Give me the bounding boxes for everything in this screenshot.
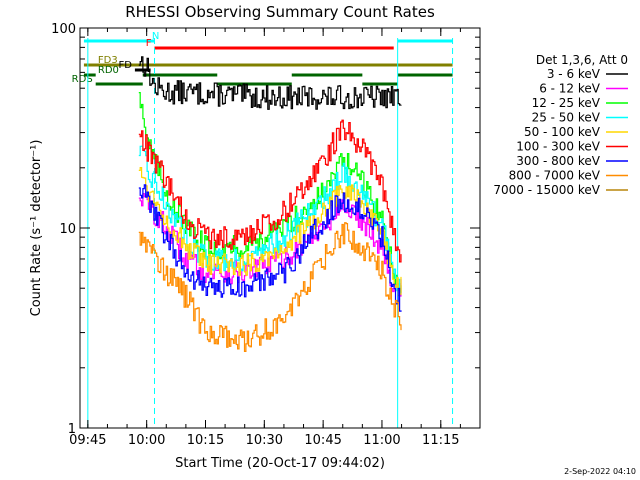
series-line-7 xyxy=(138,222,402,352)
series-line-5 xyxy=(138,119,402,263)
legend-label-3: 25 - 50 keV xyxy=(532,111,601,125)
legend-label-7: 800 - 7000 keV xyxy=(509,169,601,183)
x-tick-label-4: 10:45 xyxy=(304,433,341,448)
legend-label-0: 3 - 6 keV xyxy=(547,67,601,81)
y-tick-label-0: 1 xyxy=(68,422,76,437)
y-tick-label-2: 100 xyxy=(51,22,76,37)
chart-title: RHESSI Observing Summary Count Rates xyxy=(125,3,435,21)
flag-label-fd3: FD3 xyxy=(98,55,118,66)
x-tick-label-5: 11:00 xyxy=(363,433,400,448)
series-line-6 xyxy=(138,184,402,312)
x-axis-label: Start Time (20-Oct-17 09:44:02) xyxy=(175,456,385,471)
x-tick-label-2: 10:15 xyxy=(187,433,224,448)
legend-label-8: 7000 - 15000 keV xyxy=(493,183,600,197)
flag-label-n: N xyxy=(152,31,159,42)
timestamp: 2-Sep-2022 04:10 xyxy=(564,467,636,476)
x-tick-label-0: 09:45 xyxy=(69,433,106,448)
flag-label-rd0: RD0 xyxy=(98,65,119,76)
x-tick-label-3: 10:30 xyxy=(246,433,283,448)
flag-label-fd: FD xyxy=(118,60,132,71)
legend-label-5: 100 - 300 keV xyxy=(516,140,600,154)
series-line-4 xyxy=(138,167,402,297)
legend-label-2: 12 - 25 keV xyxy=(532,96,601,110)
x-tick-label-1: 10:00 xyxy=(128,433,165,448)
x-tick-label-6: 11:15 xyxy=(422,433,459,448)
y-tick-label-1: 10 xyxy=(59,222,76,237)
legend-label-4: 50 - 100 keV xyxy=(524,125,601,139)
legend-label-6: 300 - 800 keV xyxy=(516,154,600,168)
series-lines xyxy=(138,56,402,352)
flag-label-f: F xyxy=(146,38,152,49)
series-line-0 xyxy=(138,56,402,110)
flag-label-rds: RDS xyxy=(72,74,93,85)
axis-ticks: 09:45 10:00 10:15 10:30 10:45 11:00 11:15 1 10 10… xyxy=(51,22,481,448)
y-axis-label: Count Rate (s⁻¹ detector⁻¹) xyxy=(29,140,44,317)
legend-header: Det 1,3,6, Att 0 xyxy=(536,53,628,67)
legend-label-1: 6 - 12 keV xyxy=(539,82,601,96)
